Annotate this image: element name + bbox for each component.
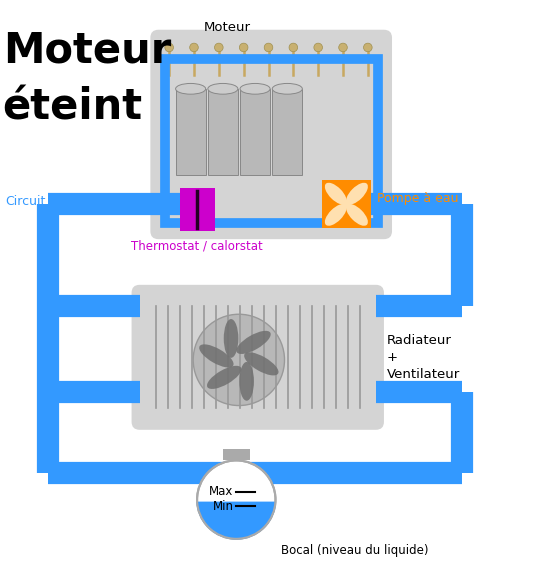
Text: Thermostat / calorstat: Thermostat / calorstat xyxy=(132,239,263,252)
Bar xyxy=(176,89,206,175)
Ellipse shape xyxy=(208,83,238,94)
Ellipse shape xyxy=(240,362,254,401)
Ellipse shape xyxy=(240,83,270,94)
Text: Moteur: Moteur xyxy=(204,21,251,34)
Ellipse shape xyxy=(346,183,368,205)
Text: Pompe à eau: Pompe à eau xyxy=(377,193,459,205)
Polygon shape xyxy=(197,503,275,539)
Ellipse shape xyxy=(244,352,279,375)
Ellipse shape xyxy=(207,366,241,389)
Circle shape xyxy=(264,43,273,52)
Ellipse shape xyxy=(272,83,302,94)
Text: Bocal (niveau du liquide): Bocal (niveau du liquide) xyxy=(281,544,429,557)
Circle shape xyxy=(314,43,322,52)
Ellipse shape xyxy=(325,183,346,205)
Circle shape xyxy=(190,43,198,52)
Ellipse shape xyxy=(325,204,346,226)
Bar xyxy=(208,89,238,175)
Text: Radiateur
+
Ventilateur: Radiateur + Ventilateur xyxy=(387,334,460,381)
Bar xyxy=(180,188,215,231)
Circle shape xyxy=(215,43,223,52)
Ellipse shape xyxy=(236,331,271,354)
Bar xyxy=(240,89,270,175)
FancyBboxPatch shape xyxy=(150,30,392,239)
Bar xyxy=(272,89,302,175)
Ellipse shape xyxy=(199,344,234,367)
Bar xyxy=(223,448,250,461)
Text: Min: Min xyxy=(213,500,234,512)
Circle shape xyxy=(289,43,297,52)
Circle shape xyxy=(364,43,372,52)
Ellipse shape xyxy=(176,83,206,94)
Text: Max: Max xyxy=(209,485,234,498)
Text: Moteur: Moteur xyxy=(3,30,171,72)
Circle shape xyxy=(197,461,275,539)
Bar xyxy=(165,59,378,223)
Circle shape xyxy=(240,43,248,52)
Circle shape xyxy=(342,200,351,209)
Text: Circuit: Circuit xyxy=(5,195,46,208)
FancyBboxPatch shape xyxy=(132,285,384,430)
Circle shape xyxy=(339,43,347,52)
Circle shape xyxy=(165,43,173,52)
Bar xyxy=(322,180,371,228)
Text: éteint: éteint xyxy=(3,86,143,128)
Circle shape xyxy=(193,315,285,405)
Ellipse shape xyxy=(224,319,238,358)
Ellipse shape xyxy=(346,204,368,226)
